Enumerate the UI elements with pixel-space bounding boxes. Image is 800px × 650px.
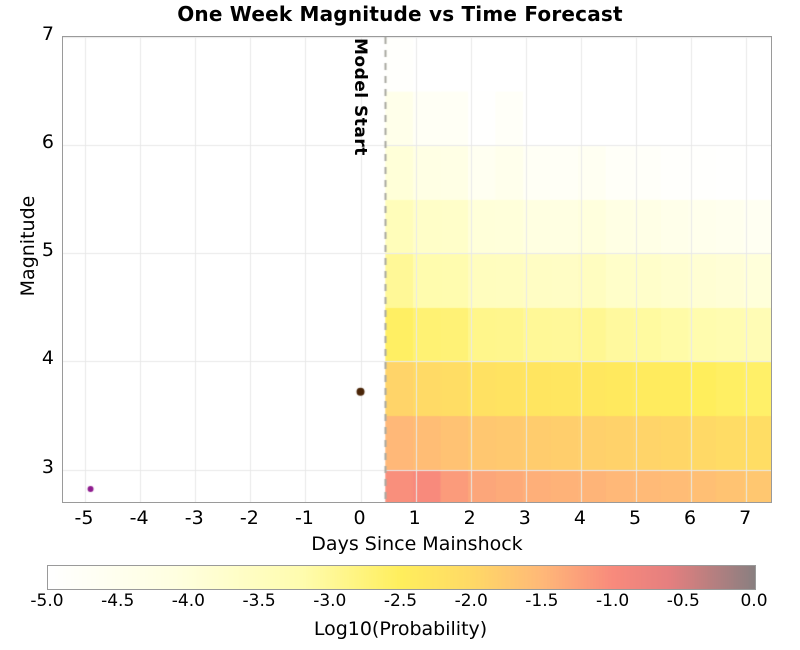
y-axis-label: Magnitude	[17, 195, 39, 297]
model-start-label: Model Start	[350, 38, 370, 156]
x-tick-label: 5	[628, 507, 642, 529]
x-tick-label: 2	[463, 507, 476, 529]
colorbar-tick-label: 0.0	[740, 591, 768, 611]
x-tick-label: 4	[573, 507, 586, 529]
colorbar-tick-label: -3.5	[242, 591, 276, 611]
colorbar-tick-label: -3.0	[313, 591, 347, 611]
x-tick-label: -5	[74, 507, 94, 529]
colorbar-tick-label: -2.0	[454, 591, 488, 611]
y-tick-label: 5	[41, 239, 54, 262]
y-tick-label: 7	[41, 23, 54, 45]
x-tick-label: -3	[184, 507, 204, 529]
x-tick-label: 1	[408, 507, 421, 529]
x-tick-label: -1	[294, 507, 314, 529]
colorbar-tick-label: -4.0	[171, 591, 205, 611]
page-title: One Week Magnitude vs Time Forecast	[177, 2, 623, 26]
colorbar-gradient	[47, 565, 756, 590]
plot-area	[62, 36, 772, 503]
x-tick-label: 7	[739, 507, 752, 529]
y-tick-label: 4	[41, 347, 54, 370]
colorbar-label: Log10(Probability)	[313, 618, 488, 640]
colorbar-tick-label: -4.5	[101, 591, 135, 611]
x-tick-label: 6	[684, 507, 697, 529]
colorbar	[47, 565, 756, 590]
colorbar-tick-label: -1.5	[525, 591, 559, 611]
colorbar-tick-label: -1.0	[596, 591, 630, 611]
heatmap-canvas	[63, 37, 771, 502]
x-tick-label: -2	[239, 507, 259, 529]
x-axis-label: Days Since Mainshock	[311, 533, 523, 555]
x-tick-label: -4	[129, 507, 149, 529]
x-tick-label: 0	[353, 507, 366, 529]
colorbar-tick-label: -2.5	[383, 591, 418, 611]
y-tick-label: 6	[41, 131, 54, 154]
colorbar-tick-label: -5.0	[30, 591, 64, 611]
x-tick-label: 3	[518, 507, 531, 529]
colorbar-tick-label: -0.5	[666, 591, 700, 611]
y-tick-label: 3	[41, 455, 54, 478]
